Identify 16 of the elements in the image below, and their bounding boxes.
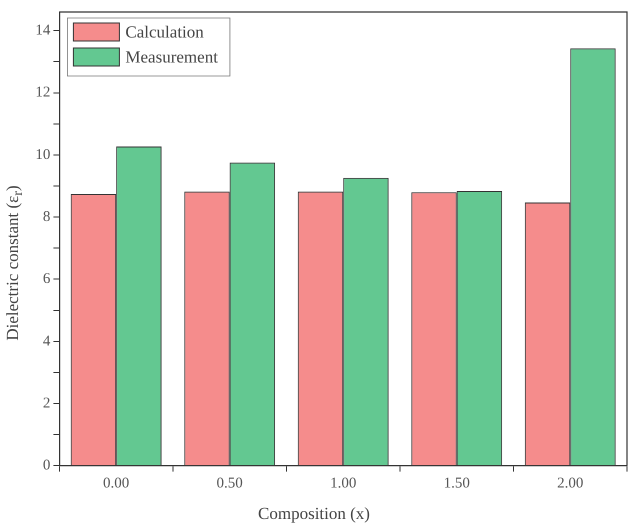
y-tick-label: 6 [42, 271, 51, 288]
y-tick-label: 0 [42, 458, 50, 474]
legend-label: Measurement [125, 47, 218, 66]
y-tick-label: 12 [35, 84, 50, 101]
x-tick-label: 1.50 [444, 476, 470, 492]
x-tick-label: 2.00 [557, 476, 584, 492]
x-tick-label: 0.50 [216, 476, 243, 492]
x-tick-label: 0.00 [103, 476, 130, 492]
y-tick-label: 8 [42, 208, 50, 225]
legend-label: Calculation [125, 22, 204, 42]
y-tick-label: 14 [35, 22, 51, 39]
y-tick-label: 10 [35, 146, 50, 163]
y-tick-label: 4 [42, 333, 51, 350]
x-axis-title: Composition (x) [257, 504, 371, 524]
x-tick-label: 1.00 [330, 476, 356, 492]
y-tick-label: 2 [42, 395, 50, 412]
